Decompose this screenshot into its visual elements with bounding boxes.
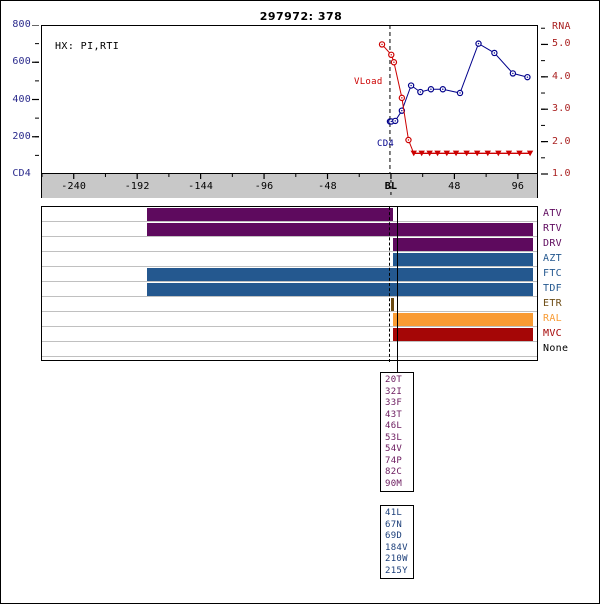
drug-row xyxy=(42,252,537,267)
drug-bar xyxy=(391,298,395,311)
cd4-rna-chart: HX: PI,RTI VLoad CD4 xyxy=(41,25,538,174)
plot-svg xyxy=(378,25,534,174)
cd4-series-label: CD4 xyxy=(377,139,395,149)
drug-bar xyxy=(392,238,534,251)
mutation-item: 46L xyxy=(385,421,403,431)
drug-label: None xyxy=(543,343,569,354)
regimen-start-line xyxy=(396,207,398,362)
mutation-item: 90M xyxy=(385,478,403,489)
drug-label: ATV xyxy=(543,208,562,219)
x-tick-label: -144 xyxy=(188,181,214,192)
cd4-tick-label: 800 xyxy=(12,19,31,30)
mutation-item: 69D xyxy=(385,531,403,541)
drug-bar xyxy=(147,208,393,221)
drug-bar xyxy=(392,328,534,341)
rna-axis-label: RNA xyxy=(552,21,571,32)
drug-bar xyxy=(147,268,534,281)
mutation-item: 53L xyxy=(385,432,403,443)
mutation-connector-line xyxy=(397,361,398,372)
drug-label: ETR xyxy=(543,298,562,309)
x-tick-label: -240 xyxy=(61,181,87,192)
drug-row xyxy=(42,312,537,327)
mutation-item: 43T xyxy=(385,409,403,420)
drug-label: MVC xyxy=(543,328,562,339)
drug-label: RTV xyxy=(543,223,562,234)
cd4-tick-label: 400 xyxy=(12,93,31,105)
drug-row xyxy=(42,237,537,252)
drug-bar xyxy=(392,313,534,326)
rna-tick-label: 4.0 xyxy=(552,70,571,82)
x-tick-label: -192 xyxy=(124,181,150,192)
vload-series-label: VLoad xyxy=(354,77,383,87)
x-tick-label: -96 xyxy=(254,181,274,192)
x-tick-label: 96 xyxy=(511,181,525,192)
drug-row xyxy=(42,327,537,342)
drug-label: TDF xyxy=(543,283,562,294)
rna-axis: 1.0 2.0 3.0 4.0 5.0 RNA xyxy=(541,21,599,179)
drug-label: AZT xyxy=(543,253,562,264)
plot-frame xyxy=(41,25,538,174)
drug-label: DRV xyxy=(543,238,562,249)
cd4-tick-label: 600 xyxy=(12,56,31,68)
mutation-item: 54V xyxy=(385,444,403,454)
rna-tick-label: 5.0 xyxy=(552,38,571,50)
mutation-item: 67N xyxy=(385,519,403,530)
rna-tick-label: 1.0 xyxy=(552,168,571,179)
mutation-item: 33F xyxy=(385,398,403,408)
x-axis-strip: -240 -192 -144 -96 -48 BL 48 96 xyxy=(41,174,538,198)
drug-bar xyxy=(147,223,534,236)
cd4-tick-label: 200 xyxy=(12,130,31,142)
mutation-item: 210W xyxy=(385,554,408,564)
x-tick-label: 48 xyxy=(448,181,461,192)
drug-row xyxy=(42,222,537,237)
mutation-item: 41L xyxy=(385,508,403,518)
cd4-axis: 200 400 600 800 CD4 xyxy=(1,19,39,179)
x-tick-label: -48 xyxy=(318,181,337,192)
drug-bar xyxy=(392,253,534,266)
pi-mutation-box: 20T 32I 33F 43T 46L 53L 54V 74P 82C 90M xyxy=(380,372,414,492)
rt-mutation-box: 41L 67N 69D 184V 210W 215Y xyxy=(380,505,414,579)
drug-row xyxy=(42,267,537,282)
history-annotation: HX: PI,RTI xyxy=(55,41,120,52)
mutation-item: 184V xyxy=(385,542,408,553)
mutation-item: 32I xyxy=(385,386,403,397)
drug-regimen-panel xyxy=(41,206,538,362)
drug-row xyxy=(42,342,537,357)
drug-label: RAL xyxy=(543,313,562,324)
mutation-item: 74P xyxy=(385,455,403,466)
mutation-item: 20T xyxy=(385,375,403,385)
drug-row xyxy=(42,282,537,297)
mutation-item: 82C xyxy=(385,467,403,477)
mutation-item: 215Y xyxy=(385,565,408,576)
drug-row xyxy=(42,297,537,312)
baseline-dashed-line xyxy=(388,207,390,362)
drug-bar xyxy=(147,283,534,296)
rna-tick-label: 2.0 xyxy=(552,135,571,147)
cd4-axis-label: CD4 xyxy=(12,168,31,179)
x-tick-label: BL xyxy=(384,181,398,192)
rna-tick-label: 3.0 xyxy=(552,103,571,115)
drug-row xyxy=(42,207,537,222)
drug-label: FTC xyxy=(543,268,562,279)
page-title: 297972: 378 xyxy=(259,10,343,23)
